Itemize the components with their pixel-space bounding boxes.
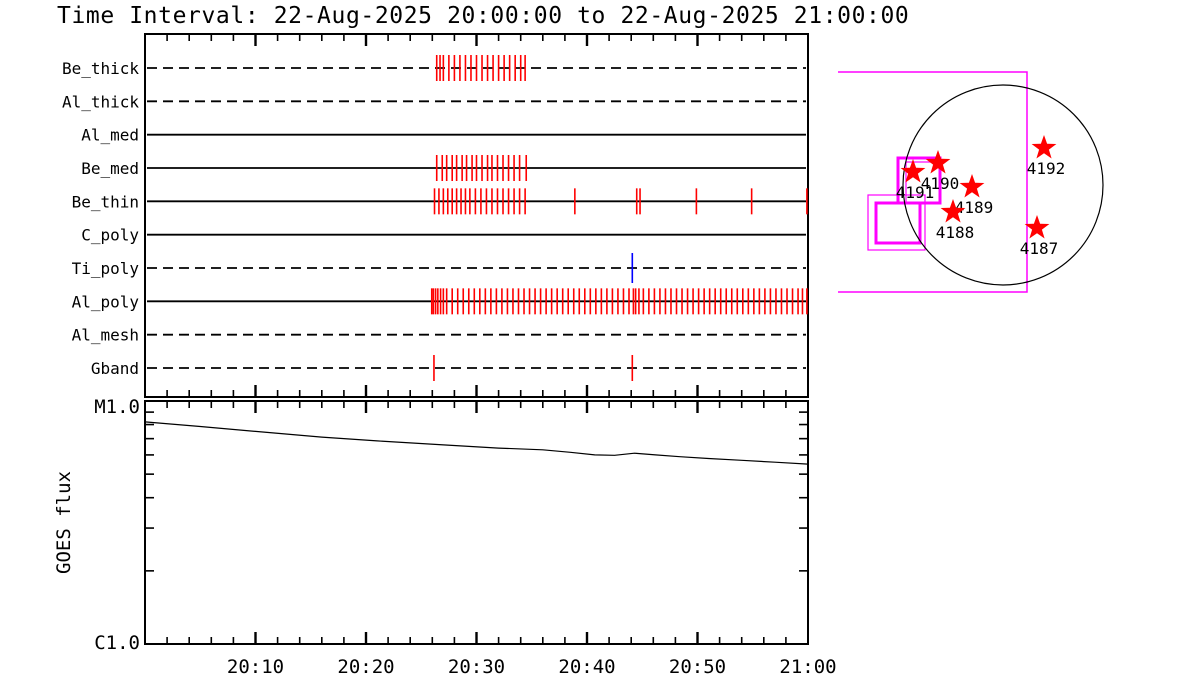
channel-label-Be_thick: Be_thick <box>62 59 139 78</box>
channel-label-Be_thin: Be_thin <box>72 192 139 211</box>
fov-box <box>874 201 922 245</box>
active-region-label-4191: 4191 <box>896 183 935 202</box>
active-region-star-4190 <box>925 150 951 174</box>
time-label-20:30: 20:30 <box>448 656 505 678</box>
active-region-star-4191 <box>900 159 926 183</box>
active-region-label-4189: 4189 <box>955 198 994 217</box>
channel-label-Al_med: Al_med <box>81 126 139 145</box>
time-label-21:00: 21:00 <box>779 656 836 678</box>
active-region-star-4189 <box>959 174 985 198</box>
channel-label-Ti_poly: Ti_poly <box>72 259 140 278</box>
active-region-star-4187 <box>1024 215 1050 239</box>
time-label-20:10: 20:10 <box>227 656 284 678</box>
active-region-star-4192 <box>1031 135 1057 159</box>
goes-flux-curve <box>144 421 809 465</box>
goes-panel-border <box>144 400 809 645</box>
goes-ytop-label: M1.0 <box>94 396 140 418</box>
fov-box <box>905 161 941 204</box>
active-region-label-4187: 4187 <box>1020 239 1059 258</box>
time-label-20:40: 20:40 <box>558 656 615 678</box>
time-label-20:50: 20:50 <box>669 656 726 678</box>
active-region-label-4188: 4188 <box>936 223 975 242</box>
page-title: Time Interval: 22-Aug-2025 20:00:00 to 2… <box>57 3 910 29</box>
timeline-panel-border <box>144 33 809 398</box>
channel-label-C_poly: C_poly <box>81 226 139 245</box>
channel-label-Al_mesh: Al_mesh <box>72 326 139 345</box>
active-region-label-4192: 4192 <box>1027 159 1066 178</box>
channel-label-Gband: Gband <box>91 359 139 378</box>
channel-label-Be_med: Be_med <box>81 159 139 178</box>
fov-box-clipped <box>838 71 1028 293</box>
goes-ybottom-label: C1.0 <box>94 632 140 654</box>
channel-label-Al_poly: Al_poly <box>72 292 140 311</box>
active-region-label-4190: 4190 <box>921 174 960 193</box>
goes-axis-title: GOES flux <box>53 471 75 574</box>
time-label-20:20: 20:20 <box>337 656 394 678</box>
fov-box <box>867 194 926 251</box>
active-region-star-4188 <box>940 199 966 223</box>
channel-label-Al_thick: Al_thick <box>62 92 139 111</box>
solar-disk-limb <box>902 84 1104 286</box>
